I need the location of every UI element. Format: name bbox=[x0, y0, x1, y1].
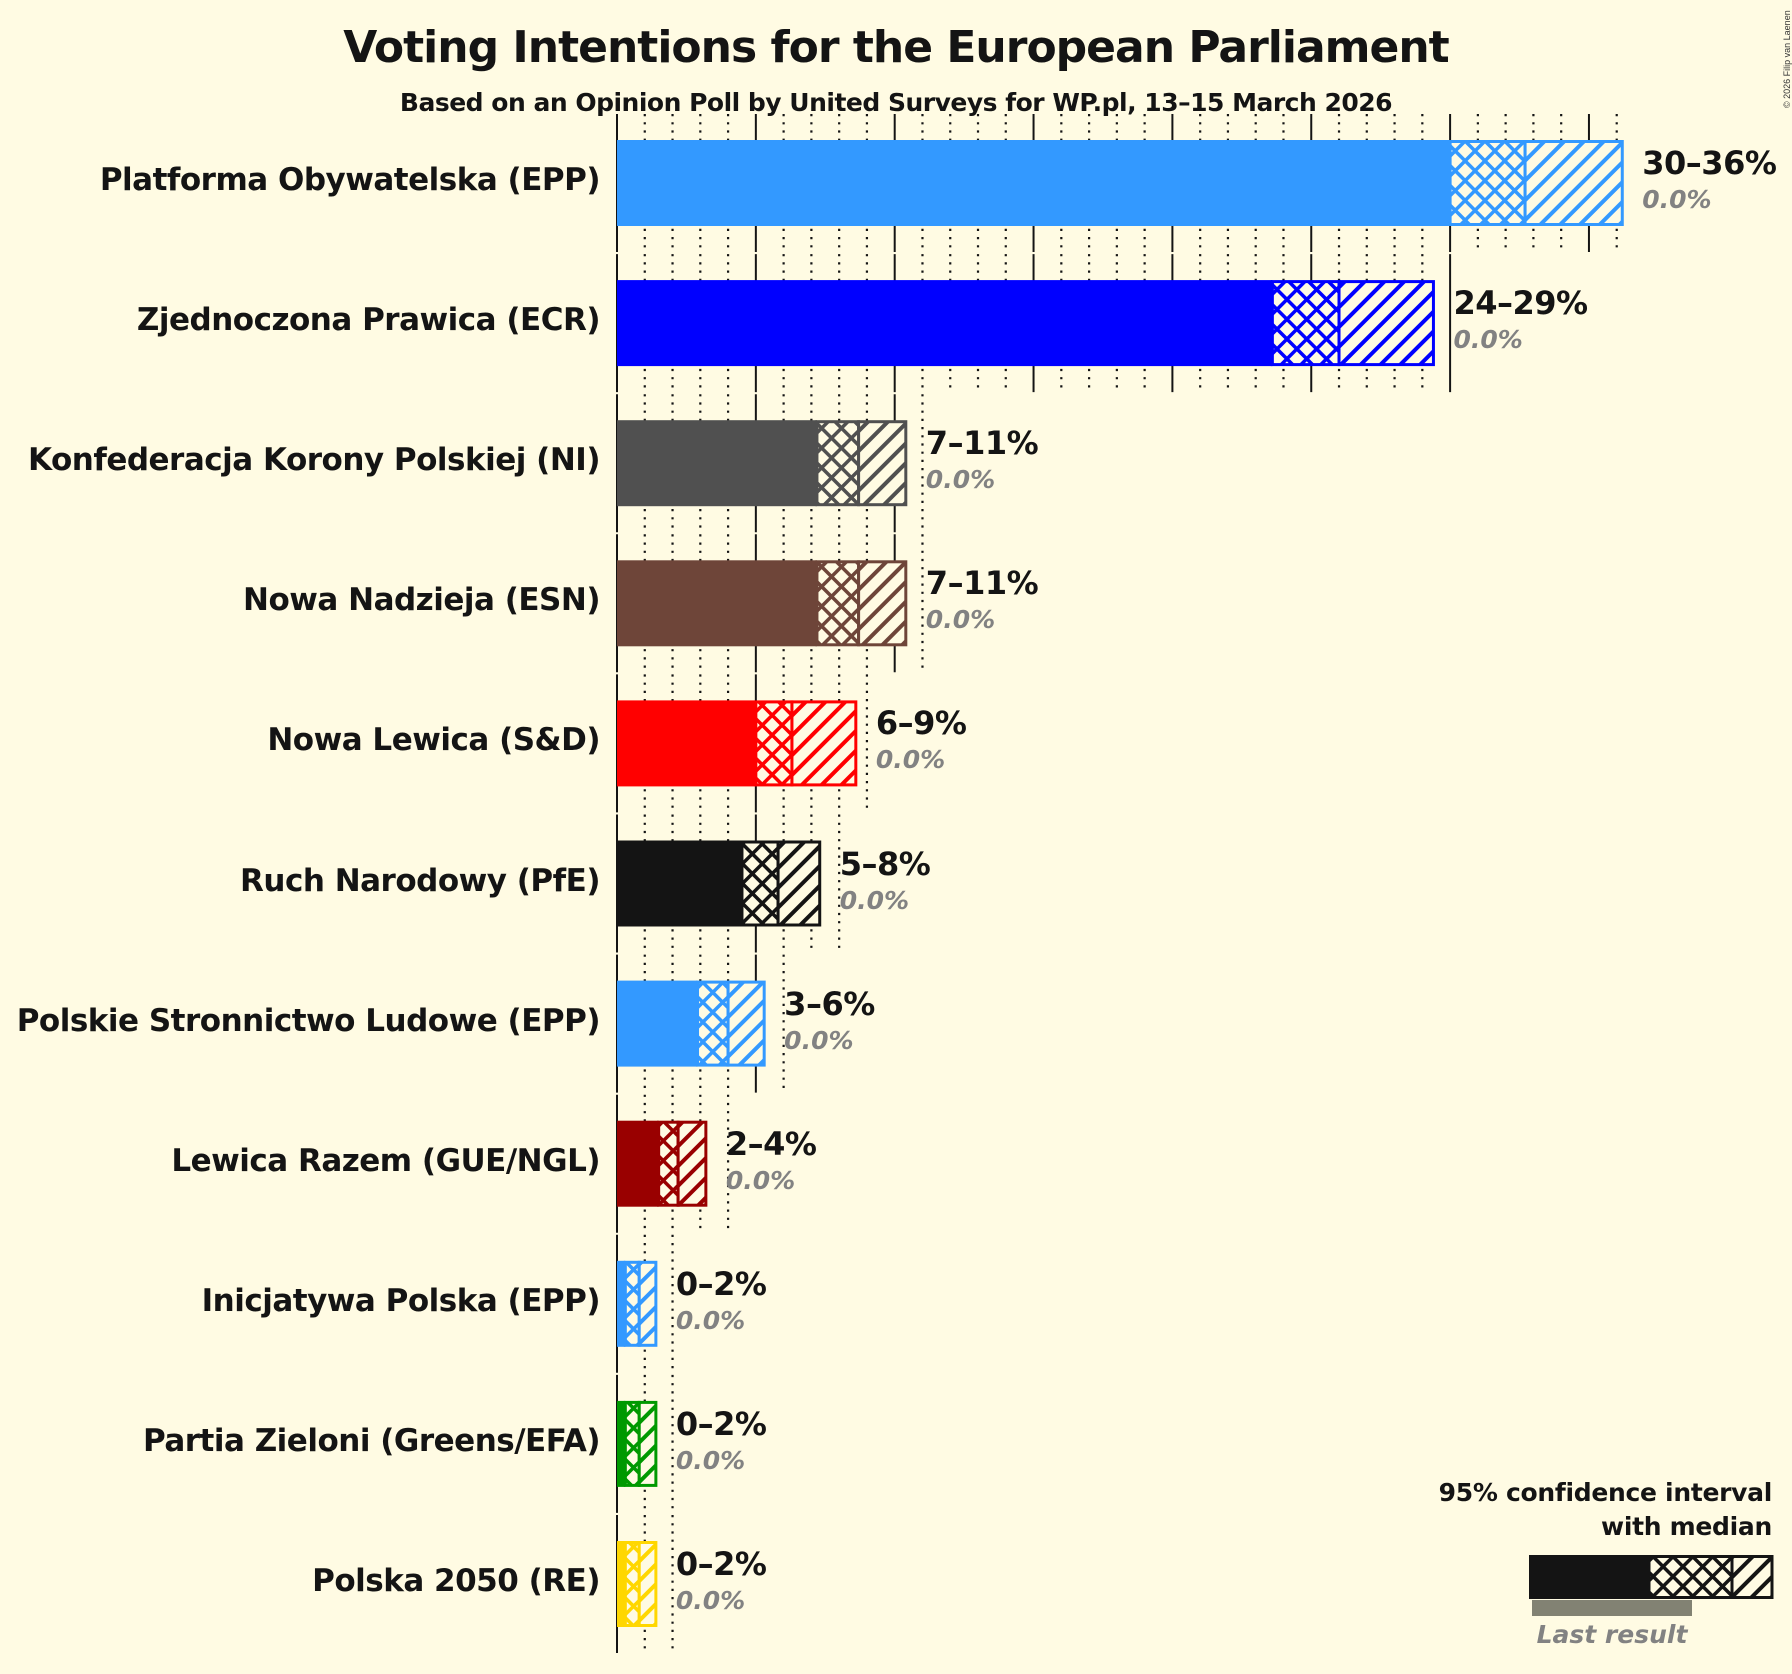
bar-group bbox=[617, 140, 1624, 226]
bar-ci-upper bbox=[637, 1541, 658, 1627]
bar-ci-lower bbox=[815, 560, 861, 647]
party-label: Inicjatywa Polska (EPP) bbox=[201, 1282, 601, 1319]
range-label: 2–4% bbox=[725, 1124, 817, 1163]
bar-solid bbox=[617, 140, 1451, 226]
party-label: Platforma Obywatelska (EPP) bbox=[99, 162, 601, 198]
bar-group bbox=[617, 980, 766, 1067]
range-label: 30–36% bbox=[1642, 144, 1777, 182]
bar-ci-lower bbox=[623, 1541, 641, 1627]
range-label: 5–8% bbox=[839, 844, 931, 883]
legend-crosshatch bbox=[1647, 1555, 1734, 1599]
bar-group bbox=[617, 1400, 658, 1487]
party-label: Nowa Lewica (S&D) bbox=[267, 722, 600, 759]
party-label: Partia Zieloni (Greens/EFA) bbox=[142, 1422, 601, 1459]
bar-solid bbox=[617, 1120, 659, 1207]
last-result-label: 0.0% bbox=[675, 1445, 746, 1475]
party-label: Ruch Narodowy (PfE) bbox=[240, 862, 600, 899]
bar-ci-upper bbox=[637, 1260, 658, 1347]
last-result-label: 0.0% bbox=[925, 605, 996, 635]
bar-ci-lower bbox=[1270, 280, 1341, 367]
legend-last-result-label: Last result bbox=[1536, 1620, 1688, 1649]
bar-solid bbox=[617, 700, 756, 787]
legend-title: 95% confidence interval with median bbox=[1438, 1476, 1773, 1544]
legend-hatch bbox=[1730, 1555, 1774, 1599]
bar-ci-upper bbox=[637, 1400, 658, 1487]
bar-group bbox=[617, 1120, 708, 1207]
bar-group bbox=[617, 420, 908, 507]
range-label: 7–11% bbox=[925, 564, 1039, 603]
range-label: 0–2% bbox=[675, 1404, 767, 1443]
bar-solid bbox=[617, 980, 698, 1067]
range-label: 6–9% bbox=[875, 704, 967, 743]
range-label: 24–29% bbox=[1453, 284, 1588, 323]
bar-solid bbox=[617, 420, 817, 507]
bar-solid bbox=[617, 840, 742, 927]
bar-solid bbox=[617, 560, 817, 647]
party-label: Polskie Stronnictwo Ludowe (EPP) bbox=[16, 1002, 601, 1039]
bar-group bbox=[617, 840, 822, 927]
range-label: 3–6% bbox=[784, 984, 875, 1023]
bar-ci-lower bbox=[696, 980, 730, 1067]
bar-ci-lower bbox=[815, 420, 861, 507]
chart-subtitle: Based on an Opinion Poll by United Surve… bbox=[399, 88, 1393, 117]
legend-graphic bbox=[1529, 1555, 1774, 1616]
bar-ci-lower bbox=[740, 840, 780, 927]
last-result-label: 0.0% bbox=[784, 1025, 854, 1055]
bar-ci-lower bbox=[1448, 140, 1527, 226]
bar-group bbox=[617, 700, 858, 787]
last-result-label: 0.0% bbox=[875, 745, 946, 775]
bar-group bbox=[617, 280, 1435, 367]
bar-ci-upper bbox=[857, 420, 908, 507]
last-result-label: 0.0% bbox=[675, 1586, 746, 1615]
party-label: Konfederacja Korony Polskiej (NI) bbox=[27, 442, 601, 479]
legend-title-line1: 95% confidence interval bbox=[1438, 1478, 1773, 1507]
range-label: 0–2% bbox=[675, 1264, 767, 1303]
bar-solid bbox=[617, 280, 1273, 367]
bar-solid bbox=[617, 1541, 626, 1627]
bar-ci-upper bbox=[726, 980, 766, 1067]
bar-ci-upper bbox=[1337, 280, 1435, 367]
bar-ci-lower bbox=[623, 1260, 641, 1347]
bar-group bbox=[617, 560, 908, 647]
bar-ci-upper bbox=[776, 840, 822, 927]
last-result-label: 0.0% bbox=[725, 1165, 796, 1195]
bar-ci-upper bbox=[790, 700, 858, 787]
last-result-label: 0.0% bbox=[675, 1305, 746, 1335]
bar-ci-lower bbox=[754, 700, 794, 787]
last-result-label: 0.0% bbox=[1453, 325, 1523, 355]
legend-title-line2: with median bbox=[1601, 1512, 1772, 1541]
legend-last-result-bar bbox=[1532, 1600, 1692, 1616]
party-label: Nowa Nadzieja (ESN) bbox=[243, 582, 600, 619]
bar-ci-upper bbox=[857, 560, 908, 647]
party-label: Polska 2050 (RE) bbox=[312, 1563, 600, 1599]
bars bbox=[617, 140, 1624, 1627]
bar-group bbox=[617, 1541, 658, 1627]
legend-solid bbox=[1529, 1555, 1649, 1599]
last-result-label: 0.0% bbox=[1642, 185, 1712, 214]
bar-solid bbox=[617, 1400, 626, 1487]
bar-ci-lower bbox=[657, 1120, 680, 1207]
last-result-label: 0.0% bbox=[839, 885, 910, 915]
bar-ci-upper bbox=[676, 1120, 708, 1207]
last-result-label: 0.0% bbox=[925, 465, 996, 495]
bar-group bbox=[617, 1260, 658, 1347]
party-label: Lewica Razem (GUE/NGL) bbox=[171, 1142, 600, 1179]
chart-title: Voting Intentions for the European Parli… bbox=[343, 22, 1449, 73]
bar-solid bbox=[617, 1260, 626, 1347]
range-label: 7–11% bbox=[925, 424, 1039, 463]
party-label: Zjednoczona Prawica (ECR) bbox=[136, 302, 601, 339]
bar-ci-upper bbox=[1523, 140, 1624, 226]
range-label: 0–2% bbox=[675, 1545, 767, 1583]
bar-ci-lower bbox=[623, 1400, 641, 1487]
